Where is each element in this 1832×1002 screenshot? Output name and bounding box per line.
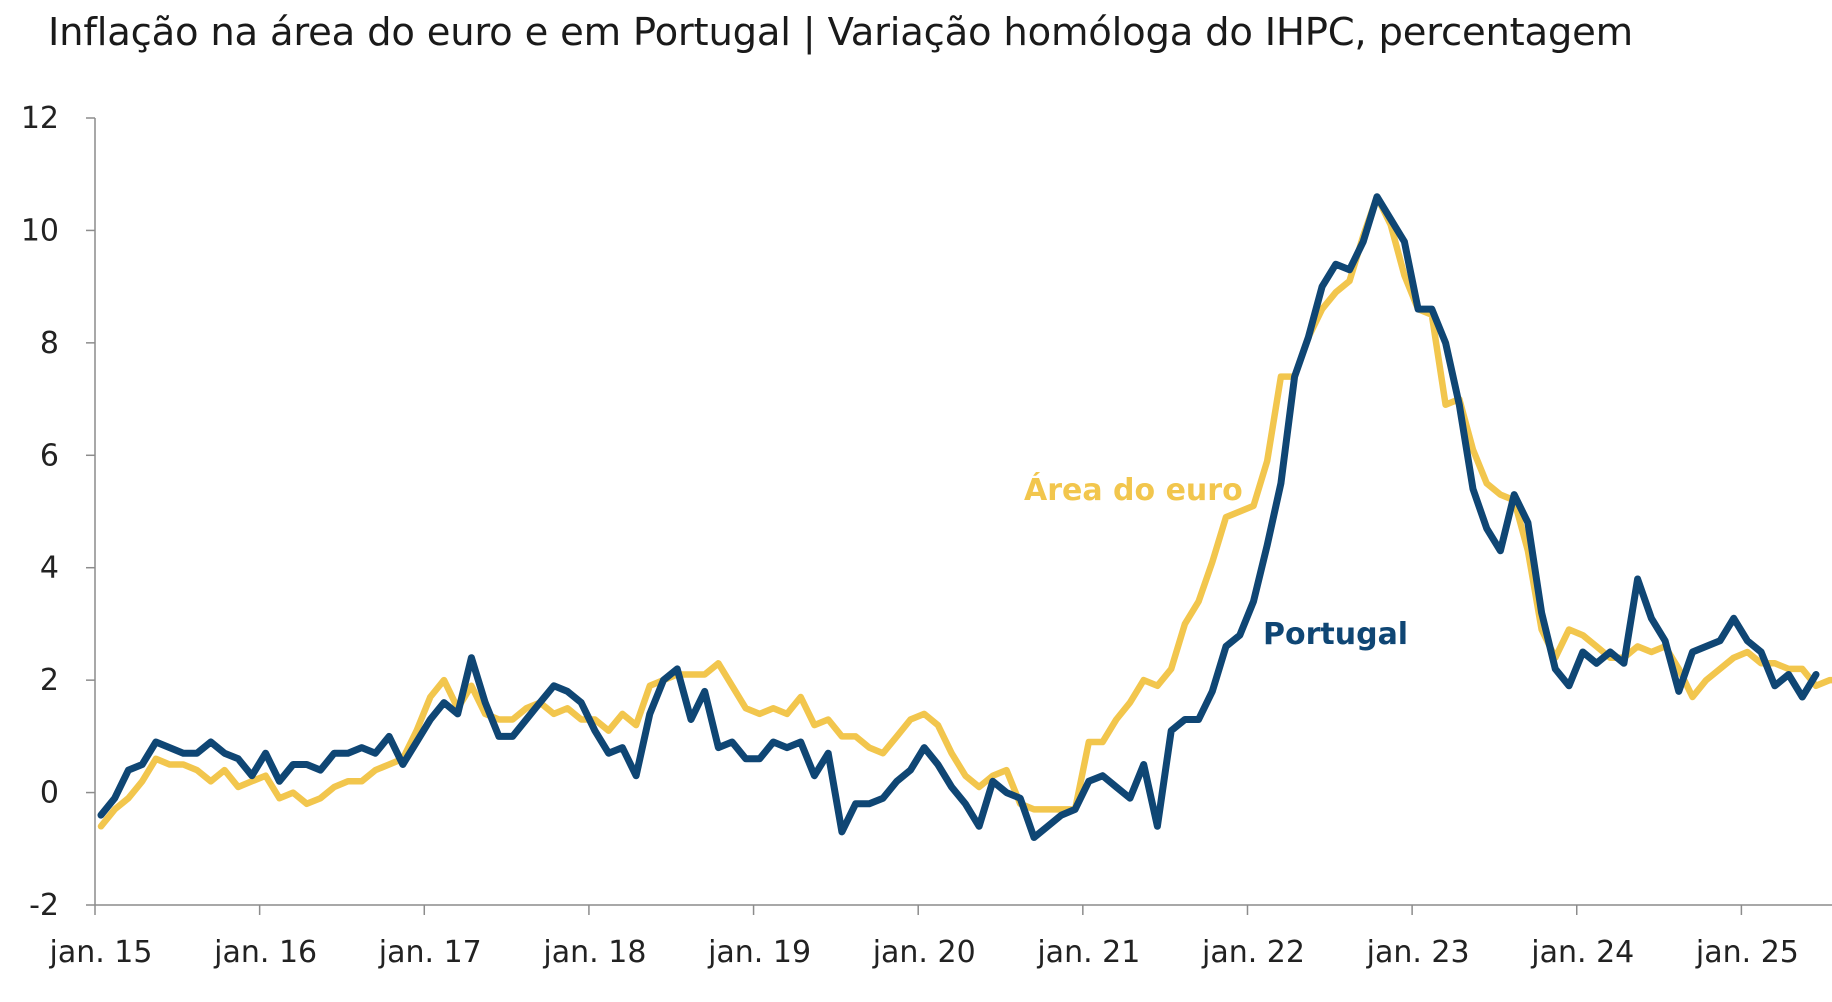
x-tick-label: jan. 21: [1036, 935, 1140, 970]
y-tick-label: 4: [40, 551, 59, 586]
axes: -2 0 2 4 6 8 10 12 jan. 15 jan. 16 jan. 17 jan. 18 j…: [21, 101, 1832, 970]
series-line-area-do-euro: [97, 193, 1832, 830]
x-tick-label: jan. 24: [1530, 935, 1634, 970]
y-tick-label: -2: [29, 888, 59, 923]
y-tick-label: 10: [21, 213, 59, 248]
x-tick-label: jan. 25: [1695, 935, 1799, 970]
y-tick-label: 0: [40, 776, 59, 811]
x-tick-label: jan. 16: [213, 935, 317, 970]
x-tick-label: jan. 20: [872, 935, 976, 970]
series-line-portugal: [97, 193, 1820, 841]
x-tick-label: jan. 23: [1366, 935, 1470, 970]
x-tick-label: jan. 18: [542, 935, 646, 970]
series-label-portugal: Portugal: [1263, 617, 1408, 652]
chart-title: Inflação na área do euro e em Portugal |…: [48, 10, 1633, 55]
x-tick-label: jan. 22: [1201, 935, 1305, 970]
y-tick-label: 6: [40, 438, 59, 473]
y-tick-label: 2: [40, 663, 59, 698]
series-lines: [97, 193, 1832, 841]
x-tick-label: jan. 19: [707, 935, 811, 970]
x-tick-label: jan. 15: [49, 935, 153, 970]
y-tick-label: 12: [21, 101, 59, 136]
series-labels: Área do euro Portugal: [1024, 472, 1408, 652]
series-label-euro-area: Área do euro: [1024, 472, 1243, 508]
y-tick-label: 8: [40, 326, 59, 361]
x-tick-label: jan. 17: [378, 935, 482, 970]
